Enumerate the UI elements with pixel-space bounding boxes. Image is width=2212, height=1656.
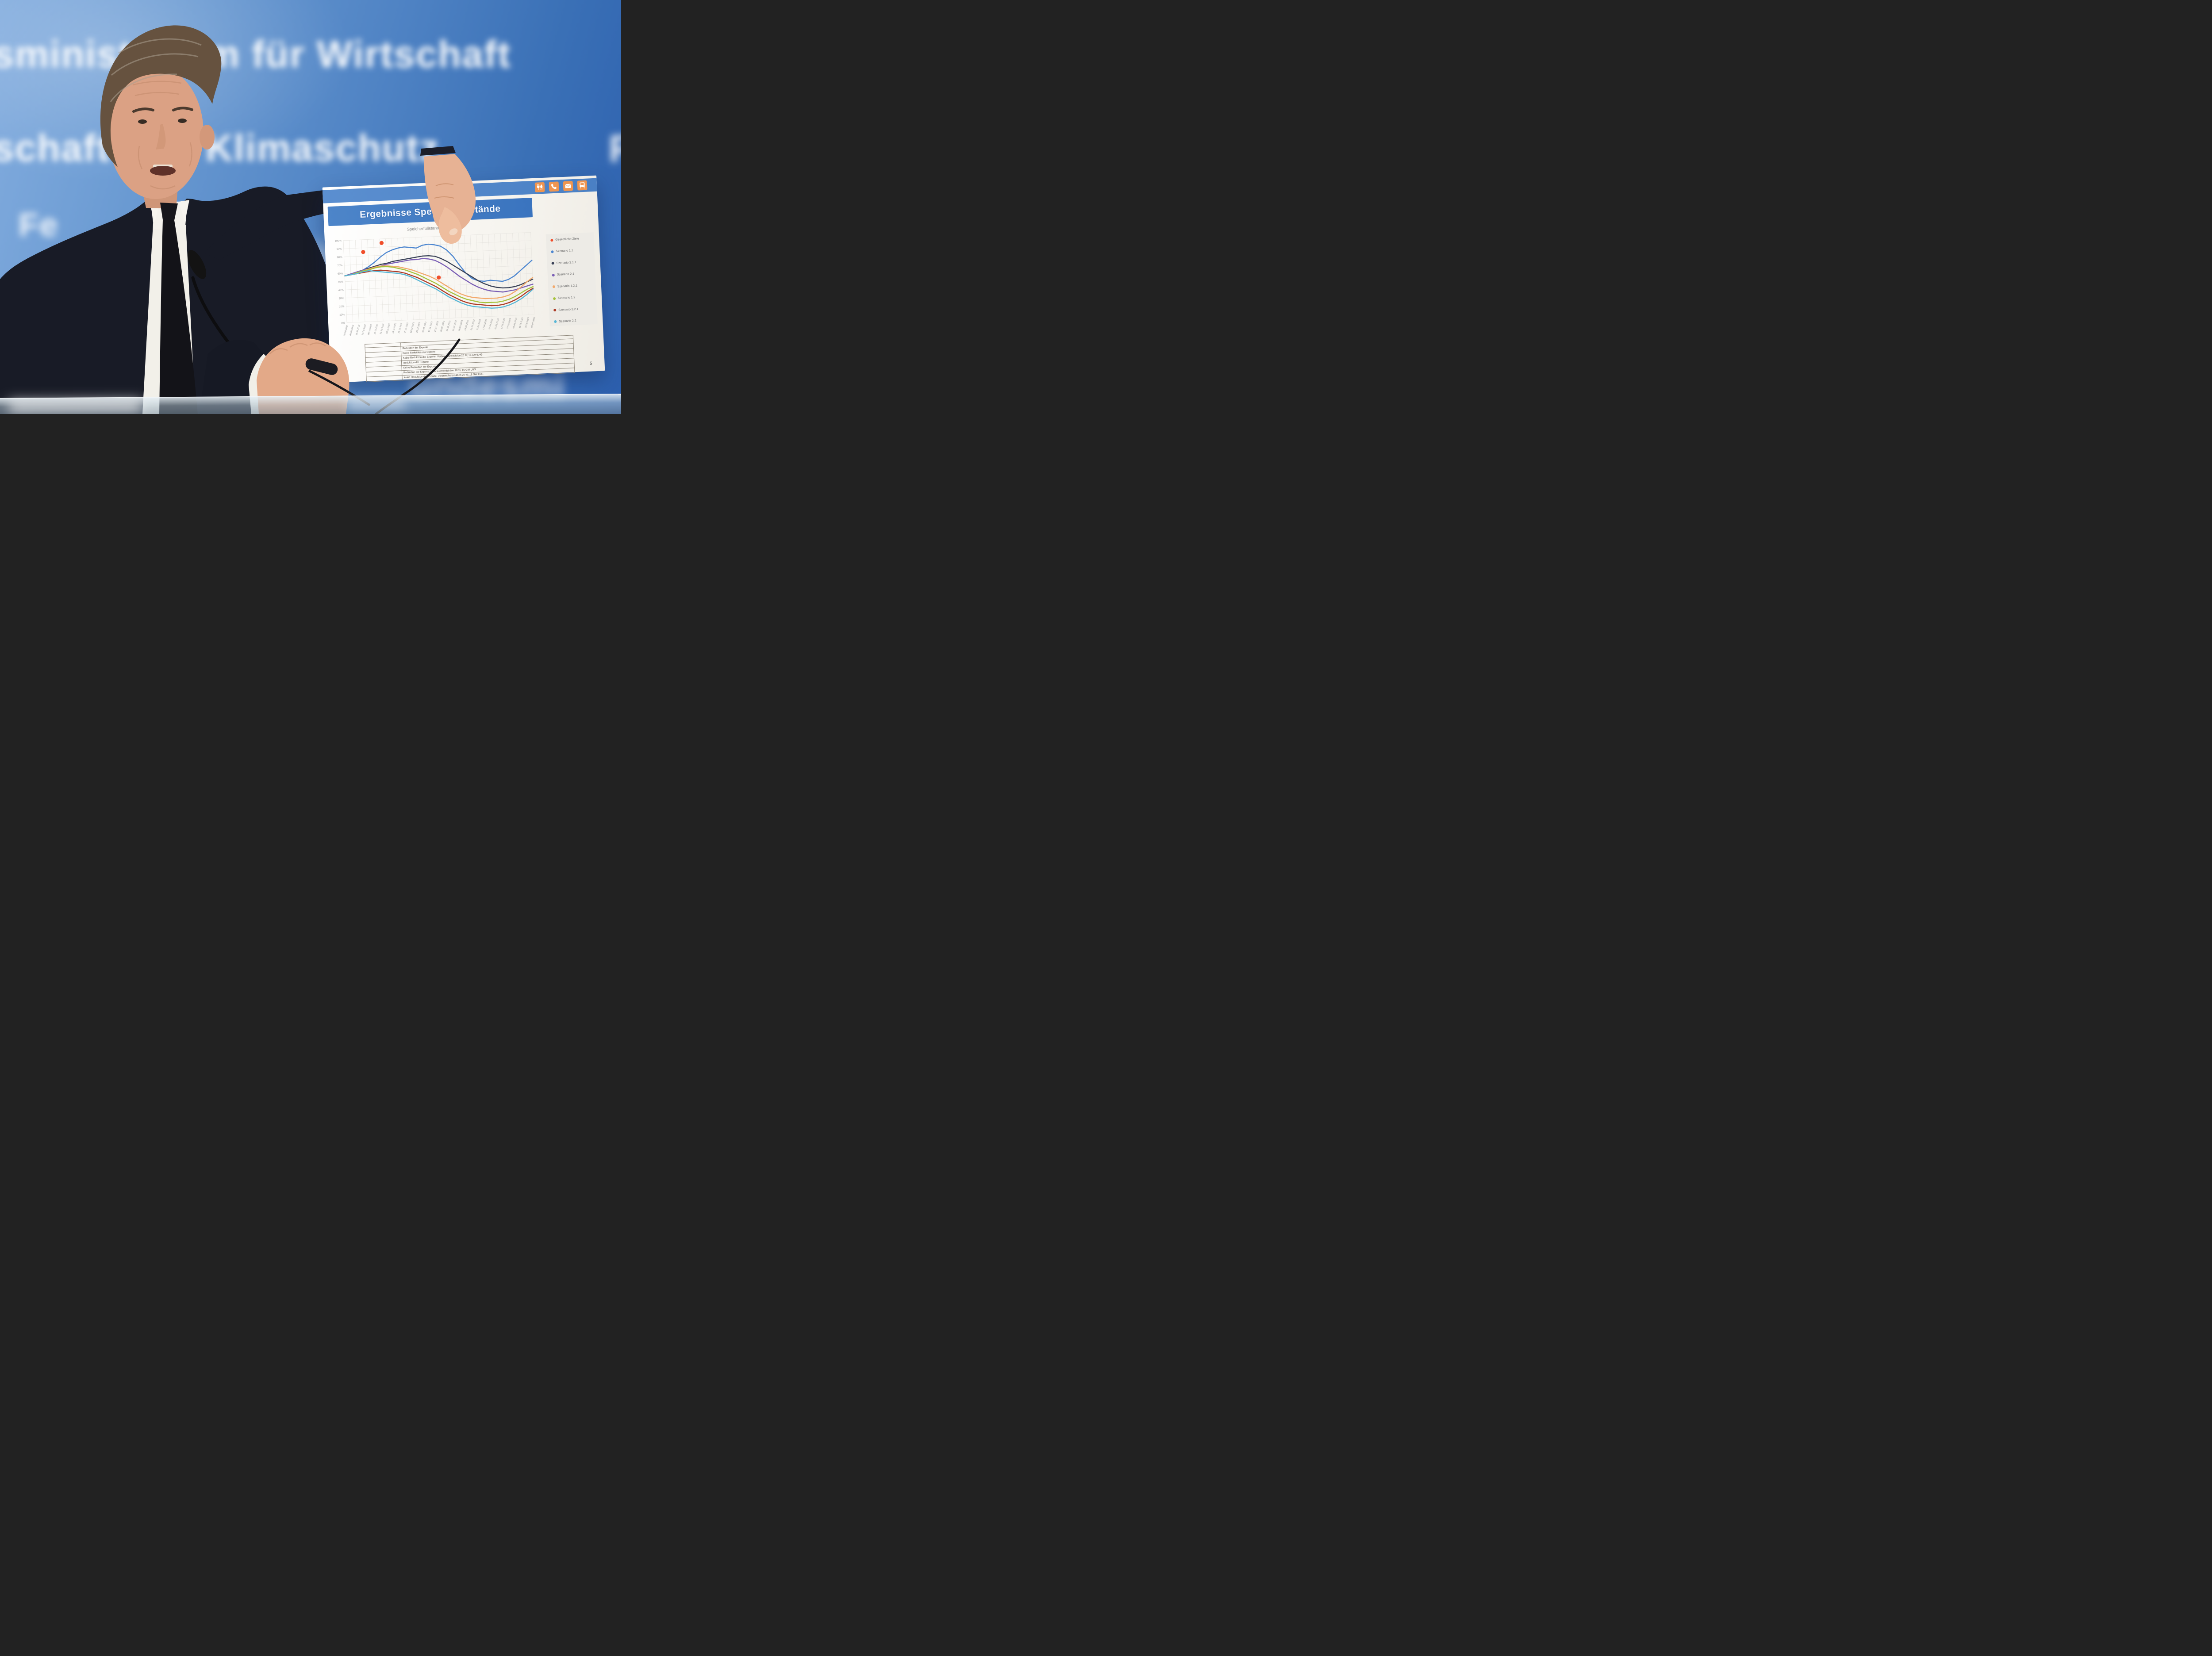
microphone-foam-icon (187, 250, 207, 279)
speaker-eye-right (178, 119, 187, 123)
svg-text:90%: 90% (337, 248, 342, 251)
right-cuff (420, 146, 456, 156)
svg-text:100%: 100% (335, 240, 342, 243)
speaker-raised-arm (204, 189, 336, 260)
svg-text:70%: 70% (337, 264, 343, 268)
speaker-left-fist (257, 338, 349, 414)
train-icon (577, 180, 588, 191)
speaker-hair (100, 25, 222, 168)
target-dot (437, 275, 441, 280)
speaker-ear (200, 125, 215, 150)
speaker-collar-right (179, 200, 189, 222)
speaker-thumb (438, 207, 462, 244)
speaker-face (108, 66, 204, 199)
speaker-eye-left (138, 119, 147, 124)
presentation-page: Ergebnisse Speicherfüllstände Speicherfü… (322, 175, 605, 383)
svg-text:10%: 10% (339, 314, 345, 317)
phone-icon (549, 181, 559, 192)
svg-text:30%: 30% (339, 297, 345, 300)
target-dot (379, 241, 384, 245)
series-line (344, 255, 534, 289)
series-line (344, 270, 534, 309)
thumb-nail (449, 228, 458, 235)
svg-text:60%: 60% (338, 272, 343, 276)
svg-text:0%: 0% (341, 322, 346, 325)
background-text-fragment: sministerium für Wirtschaft (0, 33, 511, 76)
speaker-tie-knot (160, 203, 178, 220)
left-sleeve (199, 340, 264, 414)
svg-text:40%: 40% (338, 289, 344, 292)
speaker-mouth (150, 166, 176, 176)
background-text-fragment: F (609, 127, 621, 171)
target-dot (361, 250, 365, 254)
series-line (344, 243, 533, 282)
speaker-hair-streaks (110, 38, 202, 102)
left-fist-knuckles (269, 342, 326, 354)
speaker (0, 25, 343, 414)
hands-layer (199, 146, 476, 414)
speaker-tie (159, 220, 198, 414)
mail-icon (563, 181, 573, 191)
series-line (344, 266, 534, 303)
series-line (344, 269, 534, 307)
svg-text:80%: 80% (337, 256, 342, 259)
speaker-brows (132, 107, 193, 113)
svg-text:20%: 20% (339, 306, 345, 309)
speaker-nose (156, 124, 166, 150)
press-conference-photo: sministerium für Wirtschaft schaft und Kl… (0, 0, 621, 414)
right-hand-creases (434, 183, 454, 199)
series-line (344, 265, 534, 299)
page-icon-strip (322, 178, 597, 203)
speaker-face-lines (132, 80, 192, 190)
background-text-fragment: schaft und Klimaschutz (0, 127, 440, 169)
svg-text:50%: 50% (338, 281, 344, 284)
speaker-right-hand (424, 154, 476, 234)
line-chart: 30.08.2022 09.09.2022 19.09.2022 29.09.2022… (335, 232, 536, 336)
background-text-fragment: Fe (19, 207, 59, 243)
plug-flame-icon (534, 182, 545, 192)
